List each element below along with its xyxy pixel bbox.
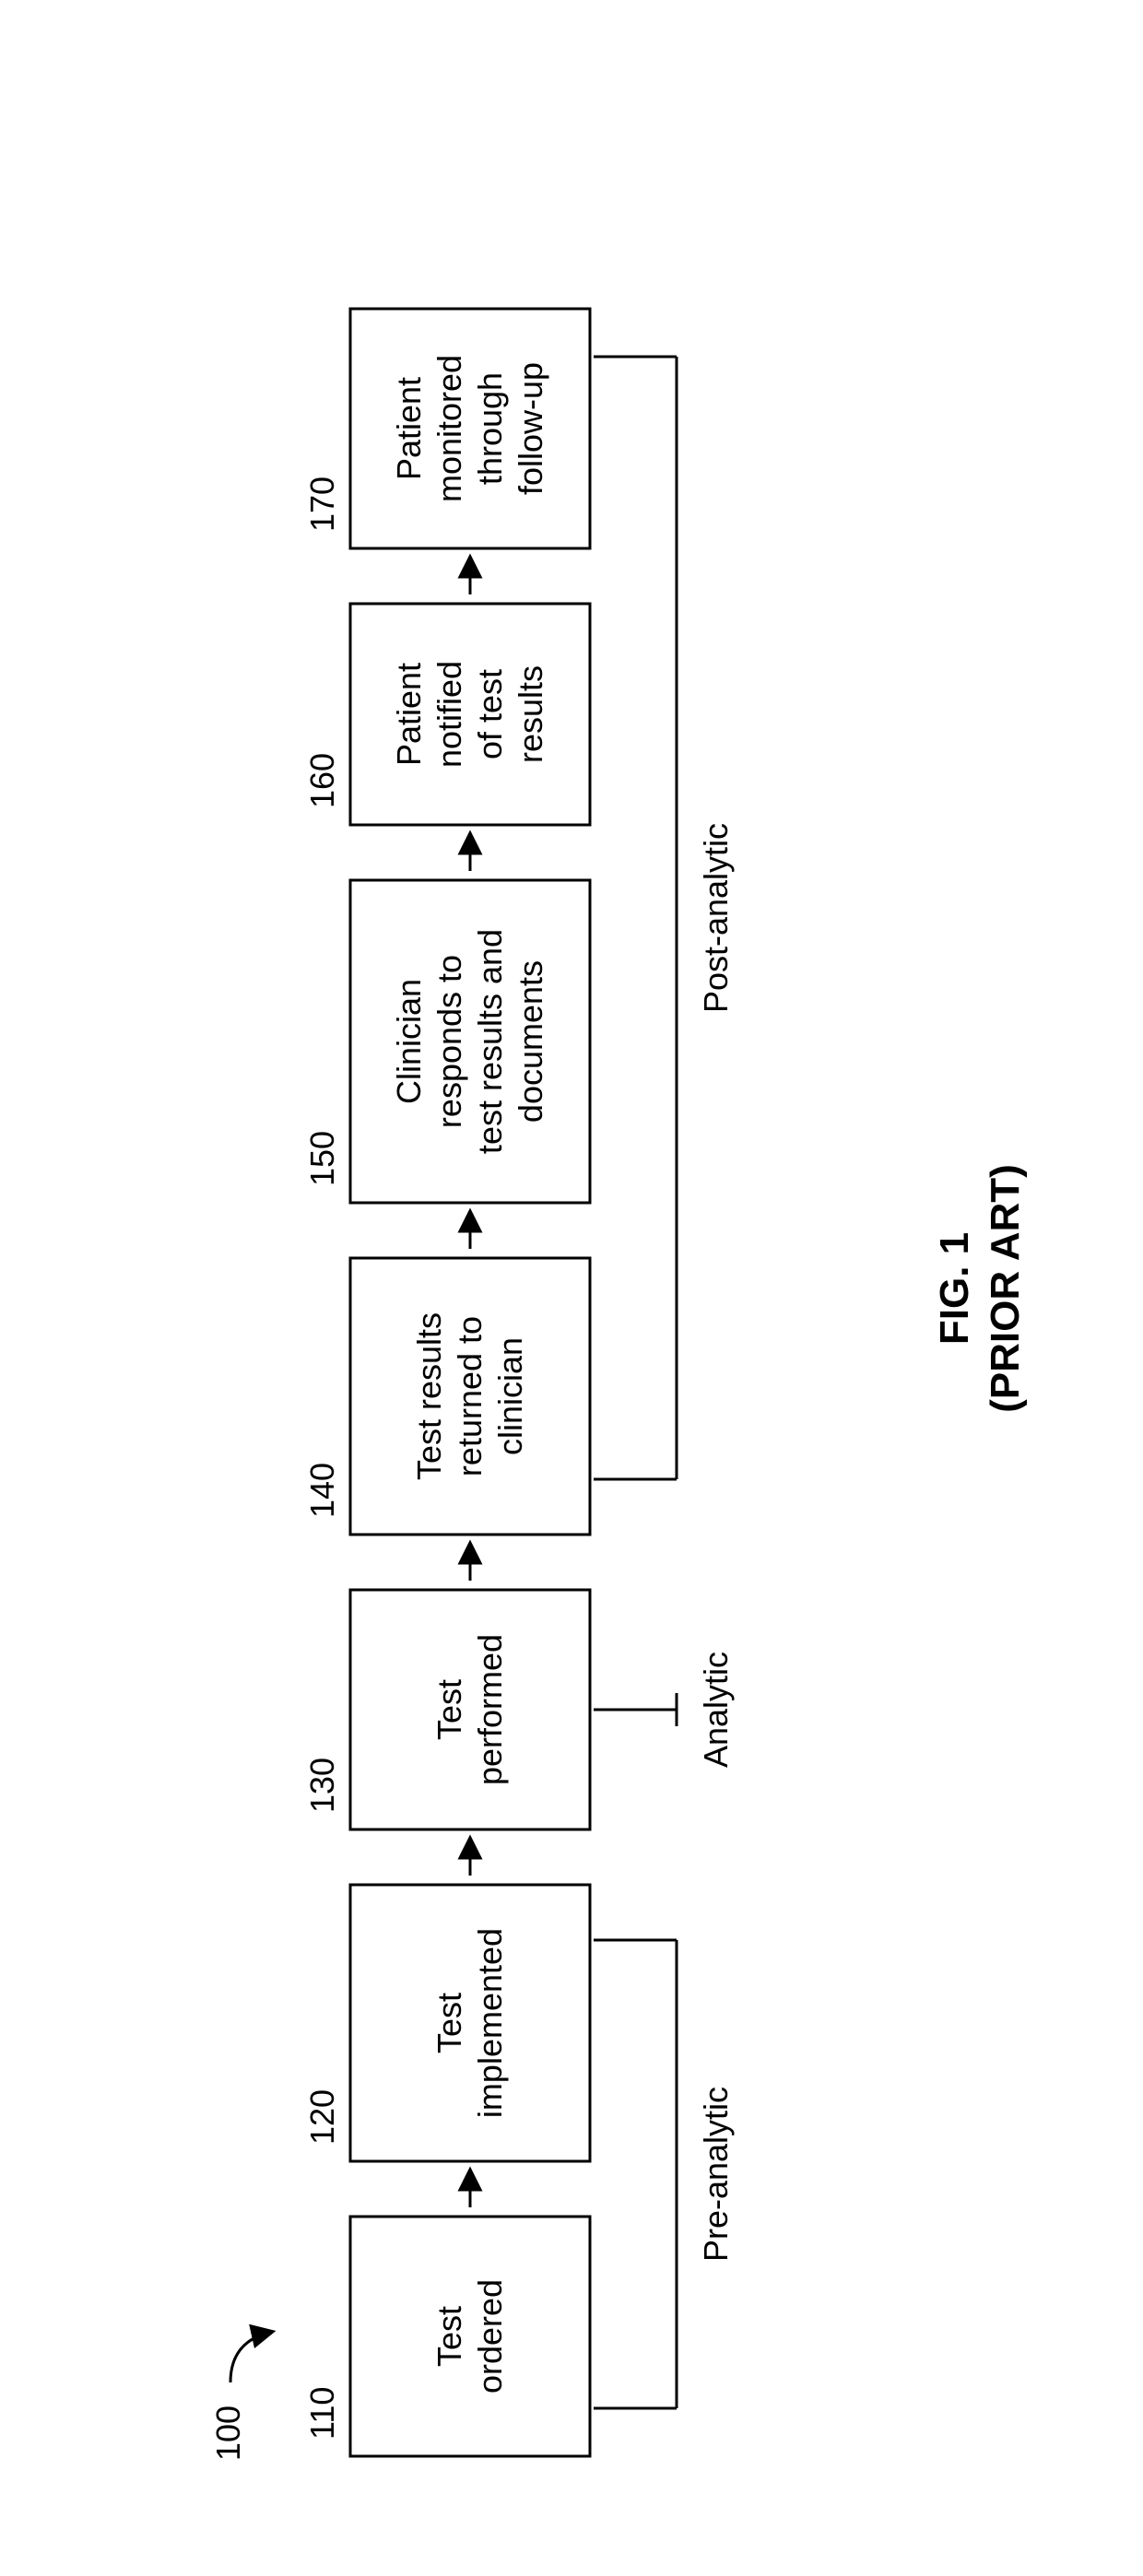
phase-analytic: Analytic	[594, 1652, 735, 1768]
node-ref-130: 130	[303, 1758, 341, 1813]
figure-ref-100: 100	[209, 2332, 272, 2461]
figure-caption-1: FIG. 1	[932, 1232, 977, 1345]
phase-pre-analytic: Pre-analytic	[594, 1940, 735, 2408]
phase-post-analytic: Post-analytic	[594, 357, 735, 1479]
phase-label: Analytic	[697, 1652, 735, 1768]
node-text-160-3: results	[512, 665, 549, 763]
node-ref-110: 110	[303, 2387, 341, 2440]
node-text-170-3: follow-up	[512, 362, 549, 495]
node-ref-150: 150	[303, 1131, 341, 1186]
node-ref-170: 170	[303, 476, 341, 532]
node-120: 120 Testimplemented	[303, 1885, 590, 2161]
node-text-110-1: ordered	[471, 2279, 509, 2394]
node-text-120-1: implemented	[471, 1928, 509, 2118]
node-ref-160: 160	[303, 753, 341, 808]
figure-caption-2: (PRIOR ART)	[983, 1164, 1028, 1413]
node-text-130-1: performed	[471, 1634, 509, 1785]
node-text-130-0: Test	[430, 1679, 468, 1740]
node-160: 160 Patientnotifiedof testresults	[303, 604, 590, 825]
node-text-160-0: Patient	[390, 663, 428, 766]
phase-label: Post-analytic	[697, 823, 735, 1013]
node-text-150-3: documents	[512, 960, 549, 1123]
node-text-160-2: of test	[471, 669, 509, 759]
node-130: 130 Testperformed	[303, 1590, 590, 1829]
node-text-140-1: returned to	[451, 1316, 489, 1476]
node-text-170-2: through	[471, 372, 509, 485]
node-text-150-0: Clinician	[390, 979, 428, 1104]
node-140: 140 Test resultsreturned toclinician	[303, 1258, 590, 1535]
figure-1-flowchart: 100 110Testordered120Testimplemented130T…	[0, 0, 1143, 2576]
svg-text:100: 100	[209, 2405, 247, 2461]
node-ref-120: 120	[303, 2089, 341, 2145]
node-text-120-0: Test	[430, 1993, 468, 2053]
node-text-140-0: Test results	[410, 1312, 448, 1480]
node-170: 170 Patientmonitoredthroughfollow-up	[303, 309, 590, 548]
node-text-140-2: clinician	[491, 1337, 529, 1455]
node-text-150-2: test results and	[471, 929, 509, 1154]
phase-label: Pre-analytic	[697, 2087, 735, 2262]
node-text-170-0: Patient	[390, 377, 428, 480]
node-ref-140: 140	[303, 1463, 341, 1518]
node-text-110-0: Test	[430, 2306, 468, 2367]
node-110: 110 Testordered	[303, 2217, 590, 2456]
node-text-170-1: monitored	[430, 355, 468, 502]
node-150: 150 Clinicianresponds totest results andd…	[303, 880, 590, 1203]
node-text-160-1: notified	[430, 661, 468, 768]
node-text-150-1: responds to	[430, 955, 468, 1128]
